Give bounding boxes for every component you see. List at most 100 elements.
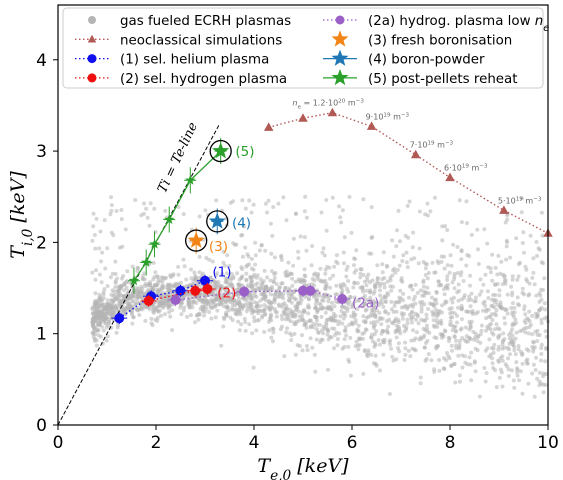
cloud-point bbox=[281, 292, 286, 297]
cloud-point bbox=[473, 346, 478, 351]
cloud-point bbox=[191, 299, 196, 304]
cloud-point bbox=[378, 368, 382, 373]
cloud-point bbox=[504, 244, 509, 249]
cloud-point bbox=[269, 300, 274, 305]
cloud-point bbox=[430, 260, 435, 265]
cloud-point bbox=[119, 208, 124, 212]
cloud-point bbox=[373, 353, 378, 358]
legend-marker bbox=[88, 16, 96, 24]
cloud-point bbox=[324, 228, 329, 233]
cloud-point bbox=[394, 328, 399, 332]
cloud-point bbox=[234, 311, 239, 316]
cloud-point bbox=[541, 390, 546, 395]
cloud-point bbox=[162, 312, 167, 317]
cloud-point bbox=[522, 250, 526, 255]
cloud-point bbox=[261, 287, 266, 292]
data-point bbox=[170, 294, 181, 305]
cloud-point bbox=[412, 256, 417, 261]
data-point bbox=[212, 142, 230, 159]
cloud-point bbox=[201, 309, 205, 314]
cloud-point bbox=[101, 328, 106, 333]
cloud-point bbox=[421, 259, 426, 264]
cloud-point bbox=[236, 319, 241, 324]
cloud-point bbox=[500, 282, 505, 287]
cloud-point bbox=[496, 359, 501, 364]
cloud-point bbox=[457, 198, 462, 203]
cloud-point bbox=[91, 211, 96, 216]
cloud-point bbox=[157, 289, 162, 294]
cloud-point bbox=[491, 350, 496, 355]
cloud-point bbox=[115, 289, 120, 293]
cloud-point bbox=[156, 303, 161, 308]
cloud-point bbox=[488, 270, 493, 275]
legend-item: (1) sel. helium plasma bbox=[75, 53, 269, 68]
cloud-point bbox=[254, 304, 259, 309]
cloud-point bbox=[468, 304, 473, 309]
cloud-point bbox=[92, 328, 97, 332]
x-tick-label: 0 bbox=[53, 433, 64, 453]
cloud-point bbox=[389, 346, 394, 351]
cloud-point bbox=[268, 221, 273, 226]
cloud-point bbox=[148, 201, 153, 206]
cloud-point bbox=[410, 287, 415, 292]
cloud-point bbox=[473, 369, 478, 374]
cloud-point bbox=[385, 291, 390, 295]
cloud-point bbox=[99, 259, 104, 264]
cloud-point bbox=[498, 303, 503, 307]
cloud-point bbox=[286, 260, 291, 265]
cloud-point bbox=[406, 348, 411, 353]
cloud-point bbox=[380, 262, 385, 267]
cloud-point bbox=[222, 286, 227, 291]
cloud-point bbox=[459, 297, 464, 302]
cloud-point bbox=[248, 284, 253, 289]
cloud-point bbox=[135, 265, 140, 270]
cloud-point bbox=[526, 293, 531, 298]
cloud-point bbox=[465, 362, 470, 367]
cloud-point bbox=[539, 346, 544, 350]
cloud-point bbox=[518, 369, 523, 374]
cloud-point bbox=[354, 339, 359, 344]
cloud-point bbox=[340, 321, 345, 326]
cloud-point bbox=[407, 199, 412, 204]
cloud-point bbox=[479, 328, 484, 333]
cloud-point bbox=[334, 292, 339, 297]
cloud-point bbox=[188, 313, 193, 318]
y-tick-label: 0 bbox=[36, 416, 47, 436]
cloud-point bbox=[421, 284, 426, 289]
cloud-point bbox=[113, 293, 118, 297]
cloud-point bbox=[294, 211, 298, 216]
cloud-point bbox=[342, 235, 347, 240]
cloud-point bbox=[293, 352, 298, 357]
legend-box bbox=[62, 7, 544, 89]
highlight-circle bbox=[185, 229, 208, 252]
cloud-point bbox=[136, 307, 141, 312]
cloud-point bbox=[102, 287, 107, 292]
cloud-point bbox=[176, 281, 181, 286]
cloud-point bbox=[131, 315, 136, 320]
cloud-point bbox=[431, 318, 436, 323]
cloud-point bbox=[494, 385, 499, 390]
cloud-point bbox=[104, 325, 109, 330]
cloud-point bbox=[520, 241, 525, 245]
cloud-point bbox=[402, 329, 407, 334]
cloud-point bbox=[467, 254, 472, 259]
cloud-point bbox=[473, 299, 478, 304]
cloud-point bbox=[475, 339, 480, 343]
cloud-point bbox=[525, 361, 530, 366]
cloud-point bbox=[521, 230, 526, 235]
cloud-point bbox=[313, 271, 318, 276]
cloud-point bbox=[260, 313, 265, 318]
cloud-point bbox=[109, 195, 113, 200]
cloud-point bbox=[247, 322, 252, 327]
cloud-point bbox=[109, 203, 114, 208]
cloud-point bbox=[104, 338, 109, 343]
cloud-point bbox=[97, 272, 102, 277]
cloud-point bbox=[364, 283, 369, 288]
cloud-point bbox=[259, 243, 264, 247]
cloud-point bbox=[424, 341, 428, 345]
cloud-point bbox=[170, 328, 175, 333]
cloud-point bbox=[118, 245, 122, 250]
cloud-point bbox=[181, 257, 186, 262]
